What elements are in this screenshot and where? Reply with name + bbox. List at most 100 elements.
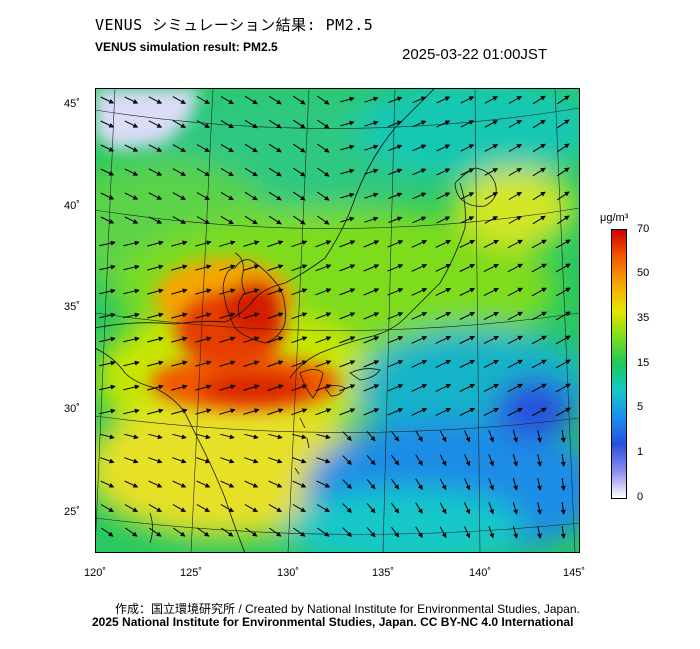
wind-arrow xyxy=(531,311,547,321)
wind-arrow xyxy=(196,144,210,152)
wind-arrow xyxy=(267,384,284,392)
wind-arrow xyxy=(171,240,188,247)
wind-arrow xyxy=(507,311,523,321)
wind-arrow xyxy=(124,504,138,512)
wind-arrow xyxy=(244,215,258,225)
wind-arrow xyxy=(488,454,495,467)
wind-arrow xyxy=(148,433,163,440)
wind-arrow xyxy=(464,526,471,539)
wind-arrow xyxy=(436,168,451,176)
wind-arrow xyxy=(292,504,306,512)
wind-arrow xyxy=(484,120,499,128)
wind-arrow xyxy=(464,430,471,443)
wind-arrow xyxy=(243,264,260,271)
wind-arrow xyxy=(172,192,186,200)
wind-arrow xyxy=(195,384,212,391)
wind-arrow xyxy=(219,312,236,319)
wind-arrow xyxy=(555,383,571,393)
wind-arrow xyxy=(387,408,404,416)
wind-arrow xyxy=(366,527,376,538)
wind-arrow xyxy=(390,526,400,538)
x-tick-140: 140˚ xyxy=(468,567,492,579)
wind-arrow xyxy=(220,480,235,488)
wind-arrow xyxy=(147,240,164,247)
credit-line: 作成：国立環境研究所 / Created by National Institu… xyxy=(115,602,580,616)
wind-arrow xyxy=(317,215,330,225)
wind-arrow xyxy=(339,288,356,296)
wind-arrow xyxy=(99,288,116,295)
wind-arrow xyxy=(99,264,116,271)
wind-arrow xyxy=(196,168,210,176)
wind-arrow xyxy=(507,287,523,297)
wind-arrow xyxy=(483,263,499,273)
wind-arrow xyxy=(219,336,236,343)
wind-arrow xyxy=(292,215,306,225)
wind-arrow xyxy=(101,527,114,537)
wind-arrow xyxy=(292,191,306,201)
wind-arrow xyxy=(243,240,260,247)
wind-arrow xyxy=(196,457,211,464)
wind-arrow xyxy=(387,288,404,296)
wind-arrow xyxy=(556,191,570,201)
wind-arrow xyxy=(123,384,140,391)
wind-arrow xyxy=(507,239,523,249)
pm25-map xyxy=(95,88,580,553)
wind-arrow xyxy=(340,96,355,103)
wind-arrow xyxy=(388,192,403,199)
wind-arrow xyxy=(292,480,307,488)
wind-arrow xyxy=(316,480,331,488)
wind-arrow xyxy=(317,119,330,129)
wind-arrow xyxy=(532,119,546,129)
wind-arrow xyxy=(464,454,471,467)
wind-arrow xyxy=(508,216,522,224)
wind-arrow xyxy=(195,336,212,343)
wind-arrow xyxy=(291,312,308,320)
x-tick-125: 125˚ xyxy=(179,567,203,579)
wind-arrow xyxy=(147,408,164,415)
map-frame xyxy=(95,88,580,553)
wind-arrow xyxy=(531,407,547,417)
wind-arrow xyxy=(483,239,499,249)
wind-arrow xyxy=(195,312,212,319)
wind-arrow xyxy=(100,216,115,224)
wind-arrow xyxy=(268,191,282,201)
wind-arrow xyxy=(315,360,332,368)
wind-arrow xyxy=(531,239,547,249)
wind-arrow xyxy=(219,240,236,247)
wind-arrow xyxy=(364,168,379,175)
wind-arrow xyxy=(171,384,188,391)
wind-arrow xyxy=(536,502,542,515)
wind-arrow xyxy=(488,502,495,515)
wind-arrow xyxy=(366,431,376,442)
wind-arrow xyxy=(173,527,186,537)
wind-arrow xyxy=(412,96,427,104)
wind-arrow xyxy=(147,336,164,343)
wind-arrow xyxy=(459,288,476,296)
wind-arrow xyxy=(560,454,566,467)
wind-arrow xyxy=(147,360,164,367)
wind-arrow xyxy=(339,264,356,272)
wind-arrow xyxy=(484,192,499,200)
wind-arrow xyxy=(439,526,447,539)
wind-arrow xyxy=(292,95,306,105)
wind-arrow xyxy=(243,288,260,295)
wind-arrow xyxy=(269,527,282,537)
wind-arrow xyxy=(390,478,400,490)
wind-arrow xyxy=(436,96,451,104)
wind-arrow xyxy=(148,120,163,128)
wind-arrow xyxy=(244,433,259,440)
wind-arrow xyxy=(171,312,188,319)
wind-arrow xyxy=(364,216,379,223)
wind-arrow xyxy=(532,95,546,105)
wind-arrow xyxy=(483,335,499,345)
wind-arrow xyxy=(412,192,427,200)
wind-arrow xyxy=(459,336,476,344)
wind-arrow xyxy=(364,120,379,127)
wind-arrow xyxy=(244,480,259,488)
wind-arrow xyxy=(219,408,236,415)
wind-arrow xyxy=(124,480,139,488)
wind-arrow xyxy=(556,215,570,225)
x-tick-130: 130˚ xyxy=(276,567,300,579)
wind-arrow xyxy=(339,312,356,320)
wind-arrow xyxy=(196,480,211,488)
